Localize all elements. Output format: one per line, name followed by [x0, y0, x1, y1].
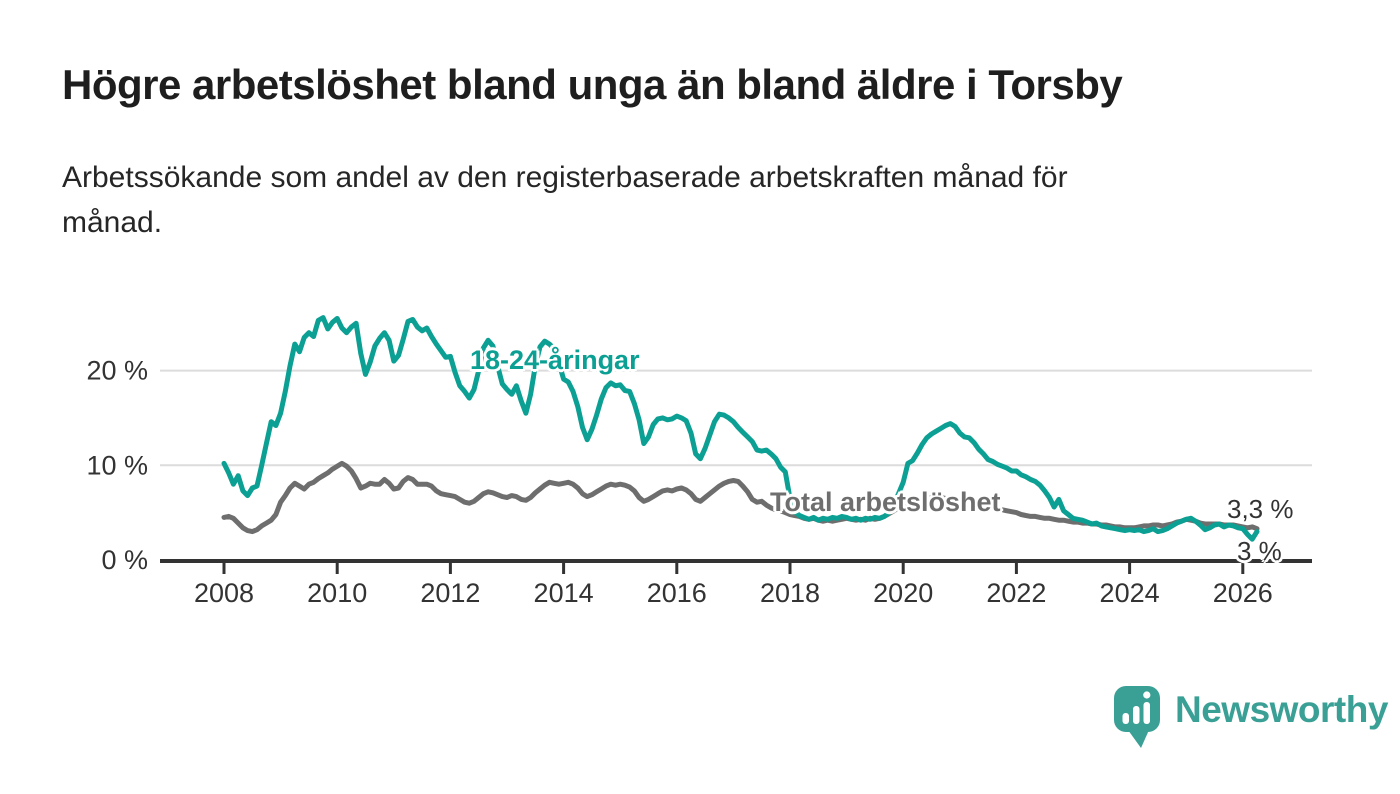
end-value-label-18-24: 3 % — [1237, 536, 1282, 566]
x-axis-tick-label: 2020 — [873, 578, 933, 608]
x-axis-tick-label: 2022 — [986, 578, 1046, 608]
y-axis-tick-label: 20 % — [86, 356, 148, 386]
series-line-total — [221, 460, 1260, 535]
newsworthy-logo: Newsworthy — [1114, 686, 1388, 750]
series-label-total: Total arbetslöshet — [770, 487, 1001, 517]
y-axis-tick-label: 10 % — [86, 450, 148, 480]
newsworthy-logo-text: Newsworthy — [1175, 689, 1388, 730]
subtitle-line-2: månad. — [62, 206, 163, 239]
x-axis-tick-label: 2016 — [647, 578, 707, 608]
x-axis-tick-label: 2024 — [1100, 578, 1160, 608]
x-axis-tick-label: 2026 — [1213, 578, 1273, 608]
x-axis-tick-label: 2014 — [534, 578, 594, 608]
end-value-label-total: 3,3 % — [1227, 494, 1294, 524]
y-axis-tick-label: 0 % — [101, 545, 148, 575]
page-subtitle: Arbetssökande som andel av den registerb… — [62, 155, 1342, 245]
series-line-18-24 — [221, 315, 1260, 542]
x-axis-tick-label: 2012 — [420, 578, 480, 608]
subtitle-line-1: Arbetssökande som andel av den registerb… — [62, 161, 1068, 194]
bar-chart-pin-icon — [1114, 686, 1160, 748]
x-axis-tick-label: 2008 — [194, 578, 254, 608]
page-title: Högre arbetslöshet bland unga än bland ä… — [62, 61, 1123, 108]
x-axis-tick-label: 2010 — [307, 578, 367, 608]
x-axis-tick-label: 2018 — [760, 578, 820, 608]
series-label-18-24: 18-24-åringar — [470, 345, 640, 375]
